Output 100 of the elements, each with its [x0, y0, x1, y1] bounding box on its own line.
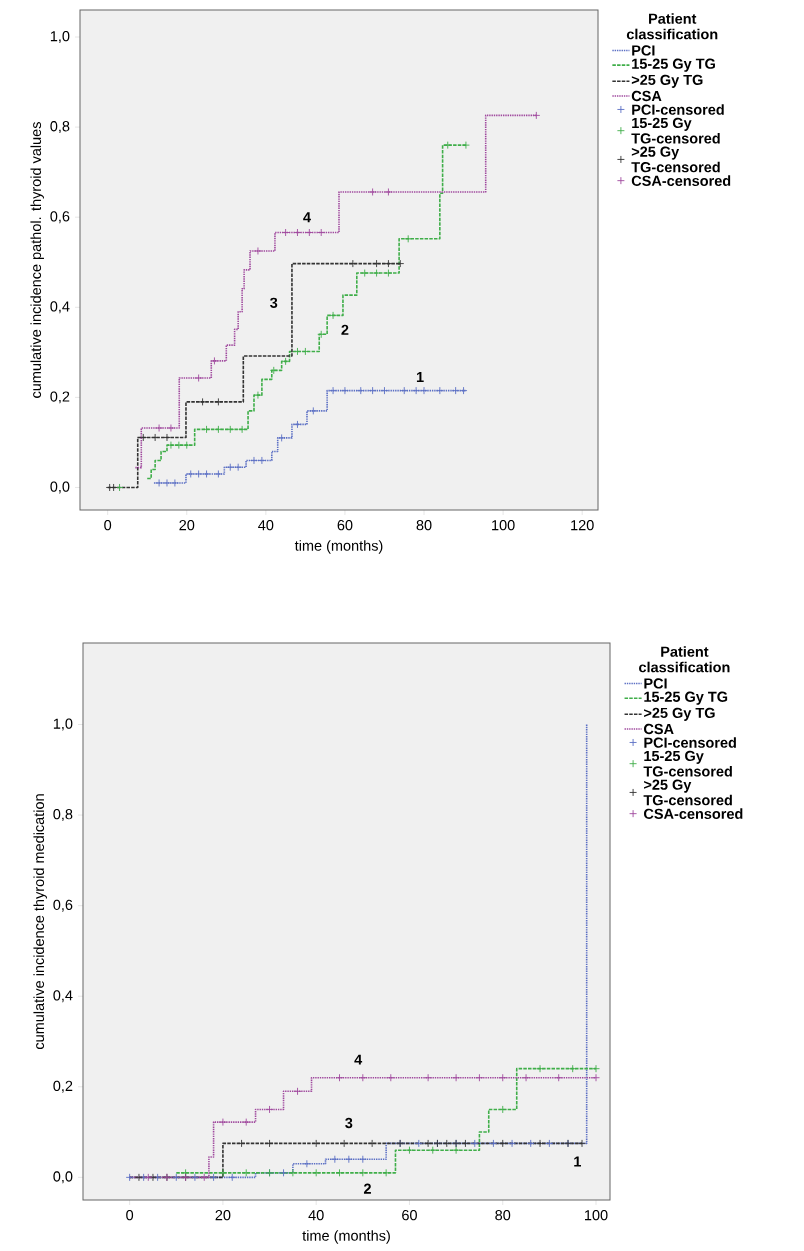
- point: [443, 141, 452, 150]
- point: [253, 247, 262, 255]
- point: [344, 1155, 353, 1164]
- point: [265, 1105, 274, 1114]
- x-tick-label: 80: [495, 1210, 511, 1221]
- point: [167, 441, 175, 450]
- point: [532, 111, 541, 120]
- point: [498, 1073, 507, 1082]
- point: [163, 479, 171, 487]
- point: [163, 433, 171, 442]
- legend-label: PCI-censored: [644, 737, 736, 748]
- point: [226, 425, 235, 434]
- point: [234, 463, 243, 472]
- legend-title: Patient classification: [626, 13, 718, 40]
- point: [202, 470, 211, 478]
- point: [265, 1139, 274, 1148]
- point: [167, 424, 175, 432]
- point: [279, 1168, 288, 1177]
- y-tick-label: 0,0: [50, 481, 70, 494]
- legend-label: 15-25 Gy TG: [632, 58, 715, 72]
- x-tick-label: 40: [258, 520, 274, 531]
- point: [475, 1073, 484, 1082]
- point: [396, 259, 405, 268]
- point: [253, 391, 262, 400]
- legend-label: >25 Gy TG-censored: [631, 146, 720, 173]
- point: [293, 1087, 302, 1096]
- point: [149, 1173, 157, 1182]
- y-tick-label: 0,8: [50, 121, 70, 134]
- x-tick-label: 60: [337, 520, 353, 531]
- point: [329, 386, 338, 395]
- point: [335, 1168, 344, 1177]
- legend-label: CSA: [644, 723, 674, 735]
- point: [194, 470, 203, 478]
- point: [242, 1118, 251, 1127]
- x-axis-title: time (months): [294, 540, 383, 554]
- point: [144, 1173, 153, 1182]
- x-tick-label: 60: [402, 1210, 417, 1221]
- point: [522, 1073, 530, 1082]
- point: [424, 1139, 433, 1148]
- annotation: 2: [363, 1183, 371, 1194]
- legend-title: Patient classification: [639, 646, 730, 673]
- point: [277, 433, 286, 442]
- x-axis-title: time (months): [302, 1230, 390, 1244]
- point: [372, 269, 381, 277]
- x-tick-label: 0: [126, 1210, 134, 1221]
- x-tick-label: 40: [308, 1210, 324, 1221]
- x-tick-label: 0: [104, 520, 112, 531]
- point: [317, 228, 326, 237]
- point: [214, 425, 223, 434]
- point: [135, 1173, 143, 1182]
- point: [498, 1139, 507, 1148]
- point: [404, 234, 413, 243]
- annotation: 4: [354, 1054, 363, 1065]
- point: [386, 1073, 395, 1082]
- y-tick-label: 0,8: [53, 809, 73, 822]
- point: [214, 397, 223, 406]
- point: [368, 1139, 377, 1148]
- legend-label: PCI-censored: [632, 104, 724, 115]
- point: [218, 1168, 227, 1177]
- point: [358, 1155, 367, 1164]
- point: [250, 456, 258, 465]
- legend-label: PCI: [632, 45, 655, 56]
- legend-label: 15-25 Gy TG-censored: [643, 750, 732, 777]
- point: [209, 1173, 218, 1182]
- point: [384, 188, 393, 196]
- point: [578, 1139, 586, 1148]
- point: [190, 1173, 199, 1182]
- point: [125, 1173, 134, 1182]
- point: [312, 1168, 321, 1177]
- x-tick-label: 100: [492, 520, 515, 531]
- point: [302, 1159, 311, 1168]
- point: [372, 259, 381, 268]
- point: [554, 1073, 563, 1082]
- point: [461, 1139, 470, 1148]
- point: [182, 441, 191, 450]
- y-tick-label: 0,2: [53, 1080, 73, 1093]
- y-tick-label: 1,0: [53, 718, 73, 731]
- point: [459, 386, 468, 395]
- point: [288, 1168, 297, 1177]
- point: [317, 330, 326, 339]
- point: [382, 1168, 391, 1177]
- point: [237, 1139, 246, 1148]
- point: [400, 386, 409, 395]
- legend-label: PCI: [644, 678, 667, 689]
- legend-label: >25 Gy TG: [631, 74, 703, 88]
- point: [238, 425, 247, 434]
- point: [424, 1073, 433, 1082]
- point: [420, 386, 428, 395]
- point: [348, 259, 357, 268]
- point: [536, 1139, 544, 1148]
- y-tick-label: 0,2: [50, 391, 70, 404]
- legend-label: 15-25 Gy TG: [644, 691, 728, 705]
- point: [218, 1118, 227, 1127]
- point: [498, 1105, 507, 1114]
- point: [470, 1139, 479, 1148]
- point: [461, 141, 470, 150]
- legend-label: 15-25 Gy TG-censored: [631, 117, 720, 144]
- point: [242, 1168, 251, 1177]
- point: [428, 1146, 437, 1155]
- x-tick-label: 120: [571, 520, 594, 531]
